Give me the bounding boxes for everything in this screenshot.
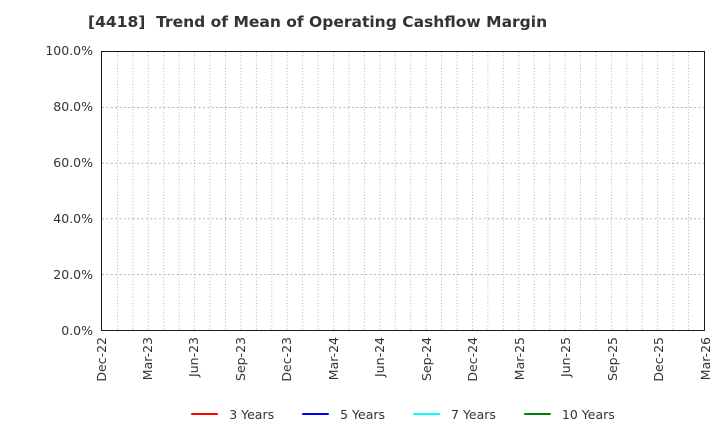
x-tick-label-text: Dec-23 bbox=[279, 337, 295, 382]
y-tick-label: 0.0% bbox=[61, 323, 93, 338]
y-tick-label: 60.0% bbox=[53, 155, 93, 170]
x-tick-label: Mar-23 bbox=[138, 337, 156, 380]
x-tick-label-text: Mar-23 bbox=[139, 337, 155, 381]
legend-line-swatch bbox=[413, 412, 441, 416]
legend: 3 Years 5 Years 7 Years 10 Years bbox=[101, 405, 705, 423]
x-tick-label: Jun-24 bbox=[371, 337, 389, 377]
x-tick-label-text: Dec-25 bbox=[651, 337, 667, 382]
x-tick-label: Jun-25 bbox=[557, 337, 575, 377]
x-tick-label-text: Dec-24 bbox=[465, 337, 481, 382]
x-tick-label: Mar-25 bbox=[510, 337, 528, 380]
x-tick-label: Dec-22 bbox=[92, 337, 110, 382]
legend-line-swatch bbox=[191, 412, 219, 416]
x-tick-label-text: Mar-24 bbox=[325, 337, 341, 381]
legend-item-5-years: 5 Years bbox=[302, 407, 385, 422]
legend-label: 3 Years bbox=[229, 406, 275, 422]
chart-title: [4418] Trend of Mean of Operating Cashfl… bbox=[88, 13, 548, 31]
y-tick-label: 20.0% bbox=[53, 267, 93, 282]
x-tick-label: Sep-23 bbox=[231, 337, 249, 381]
legend-line-swatch bbox=[523, 412, 551, 416]
legend-item-3-years: 3 Years bbox=[191, 407, 274, 422]
x-tick-label: Dec-23 bbox=[278, 337, 296, 382]
x-tick-label: Sep-25 bbox=[603, 337, 621, 381]
legend-item-7-years: 7 Years bbox=[413, 407, 496, 422]
y-tick-label: 80.0% bbox=[53, 99, 93, 114]
legend-label: 7 Years bbox=[451, 406, 496, 422]
x-tick-label-text: Sep-23 bbox=[232, 337, 248, 381]
legend-label: 10 Years bbox=[561, 406, 615, 422]
y-tick-label: 100.0% bbox=[45, 43, 93, 58]
legend-label: 5 Years bbox=[340, 406, 386, 422]
x-tick-label-text: Mar-25 bbox=[511, 337, 527, 381]
x-tick-label-text: Sep-25 bbox=[604, 337, 620, 381]
x-tick-label-text: Mar-26 bbox=[697, 337, 713, 381]
x-tick-label-text: Jun-25 bbox=[558, 337, 574, 377]
legend-item-10-years: 10 Years bbox=[523, 406, 615, 422]
legend-line-swatch bbox=[302, 412, 330, 416]
x-tick-label: Sep-24 bbox=[417, 337, 435, 381]
x-tick-label: Dec-25 bbox=[650, 337, 668, 382]
x-tick-label-text: Jun-24 bbox=[372, 337, 388, 377]
x-tick-label: Mar-26 bbox=[696, 337, 714, 380]
gridlines bbox=[102, 52, 704, 330]
x-tick-label: Dec-24 bbox=[464, 337, 482, 382]
x-tick-label-text: Sep-24 bbox=[418, 337, 434, 381]
plot-area bbox=[101, 51, 705, 331]
x-tick-label-text: Jun-23 bbox=[186, 337, 202, 377]
x-tick-label: Jun-23 bbox=[185, 337, 203, 377]
x-tick-label-text: Dec-22 bbox=[93, 337, 109, 382]
y-tick-label: 40.0% bbox=[53, 211, 93, 226]
x-tick-label: Mar-24 bbox=[324, 337, 342, 380]
